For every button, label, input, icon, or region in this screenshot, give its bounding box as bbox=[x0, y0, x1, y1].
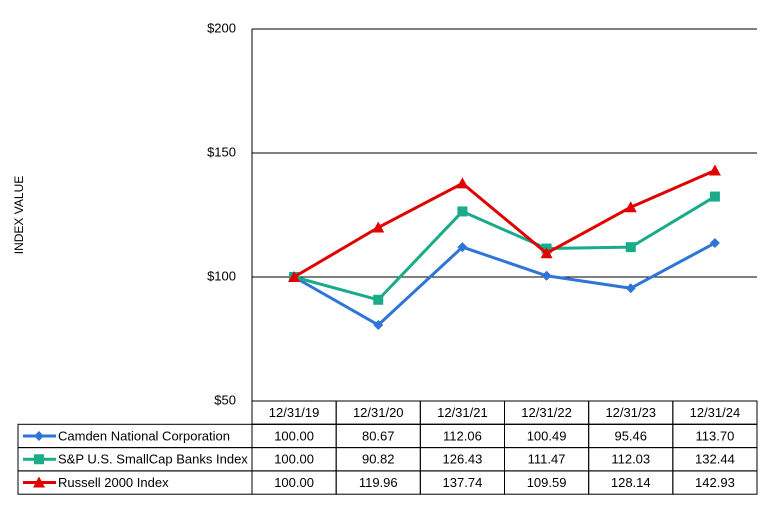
table-value: 113.70 bbox=[696, 428, 735, 443]
x-tick-label: 12/31/23 bbox=[605, 405, 656, 420]
y-tick-label: $50 bbox=[214, 392, 236, 407]
table-value: 126.43 bbox=[443, 452, 483, 467]
legend-marker bbox=[34, 454, 44, 465]
table-value: 132.44 bbox=[695, 452, 735, 467]
data-point bbox=[456, 177, 469, 189]
table-value: 95.46 bbox=[614, 428, 647, 443]
data-point bbox=[541, 270, 552, 281]
x-tick-label: 12/31/24 bbox=[690, 405, 741, 420]
data-point bbox=[373, 294, 384, 305]
table-cell bbox=[672, 470, 758, 495]
table-value: 80.67 bbox=[362, 428, 395, 443]
x-tick-label: 12/31/19 bbox=[269, 405, 320, 420]
table-value: 109.59 bbox=[527, 475, 567, 490]
data-point bbox=[709, 191, 720, 202]
table-value: 100.00 bbox=[274, 475, 314, 490]
table-value: 112.06 bbox=[443, 428, 482, 443]
x-tick-label: 12/31/22 bbox=[521, 405, 572, 420]
data-point bbox=[708, 164, 721, 176]
legend-label: S&P U.S. SmallCap Banks Index bbox=[58, 452, 248, 467]
series-line bbox=[293, 195, 716, 302]
table-value: 90.82 bbox=[362, 452, 395, 467]
table-value: 119.96 bbox=[359, 475, 398, 490]
table-value: 128.14 bbox=[611, 475, 651, 490]
legend-marker bbox=[34, 430, 44, 441]
data-point bbox=[540, 247, 553, 259]
table-value: 137.74 bbox=[443, 475, 483, 490]
data-point bbox=[457, 206, 468, 217]
table-value: 142.93 bbox=[695, 475, 735, 490]
table-value: 100.00 bbox=[274, 452, 314, 467]
table-value: 100.49 bbox=[527, 428, 567, 443]
data-point bbox=[373, 319, 384, 330]
y-tick-label: $100 bbox=[207, 268, 236, 283]
y-tick-label: $200 bbox=[207, 20, 236, 35]
x-tick-label: 12/31/20 bbox=[353, 405, 404, 420]
data-point bbox=[624, 201, 637, 213]
y-axis-label: INDEX VALUE bbox=[12, 176, 26, 254]
data-point bbox=[625, 283, 636, 294]
legend-label: Russell 2000 Index bbox=[58, 475, 169, 490]
table-value: 111.47 bbox=[528, 452, 566, 467]
legend-marker bbox=[33, 476, 45, 488]
table-value: 112.03 bbox=[611, 452, 650, 467]
table-value: 100.00 bbox=[274, 428, 314, 443]
data-point bbox=[457, 242, 468, 253]
series-line bbox=[293, 169, 716, 279]
series-line bbox=[293, 241, 716, 327]
data-point bbox=[625, 242, 636, 253]
data-point bbox=[288, 271, 301, 282]
data-point bbox=[372, 221, 385, 233]
legend-label: Camden National Corporation bbox=[58, 428, 230, 443]
y-tick-label: $150 bbox=[207, 144, 236, 159]
data-point bbox=[709, 238, 720, 249]
x-tick-label: 12/31/21 bbox=[437, 405, 488, 420]
